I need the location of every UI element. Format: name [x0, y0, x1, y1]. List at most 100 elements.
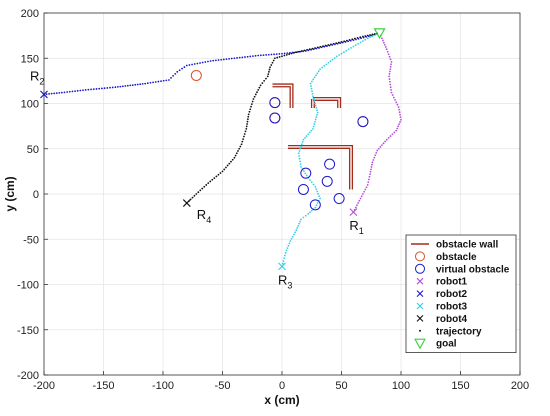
trajectory-point: [236, 57, 238, 59]
trajectory-point: [327, 44, 330, 46]
trajectory-point: [317, 192, 320, 195]
trajectory-point: [273, 53, 275, 56]
y-tick-label: 150: [21, 53, 39, 65]
trajectory-point: [351, 38, 354, 41]
trajectory-point: [254, 54, 257, 57]
trajectory-point: [181, 67, 183, 70]
trajectory-point: [356, 204, 358, 207]
trajectory-point: [289, 240, 292, 242]
trajectory-point: [283, 254, 286, 257]
trajectory-point: [304, 214, 307, 217]
trajectory-point: [337, 41, 340, 44]
trajectory-point: [312, 78, 315, 81]
trajectory-point: [313, 76, 316, 79]
x-tick-label: -200: [33, 380, 55, 392]
trajectory-point: [313, 123, 316, 126]
trajectory-point: [240, 143, 243, 146]
trajectory-point: [359, 197, 362, 200]
trajectory-point: [396, 127, 399, 130]
trajectory-point: [329, 60, 332, 63]
trajectory-point: [209, 180, 212, 183]
x-tick-label: -50: [215, 380, 231, 392]
trajectory-point: [335, 55, 338, 58]
trajectory-point: [314, 118, 317, 121]
trajectory-point: [259, 84, 262, 87]
trajectory-point: [265, 77, 267, 80]
trajectory-point: [304, 172, 307, 175]
legend-swatch: [414, 338, 426, 350]
trajectory-point: [275, 53, 278, 56]
trajectory-point: [385, 138, 388, 141]
trajectory-point: [399, 121, 401, 123]
trajectory-point: [315, 74, 317, 77]
trajectory-point: [243, 135, 245, 138]
trajectory-point: [381, 144, 383, 147]
trajectory-point: [87, 88, 90, 91]
y-tick-label: -50: [23, 234, 39, 246]
legend-label: trajectory: [436, 326, 482, 337]
trajectory-point: [395, 101, 398, 104]
trajectory-point: [394, 98, 396, 101]
trajectory-point: [319, 197, 321, 200]
trajectory-point: [205, 184, 208, 186]
trajectory-point: [193, 63, 196, 65]
y-tick-label: -150: [17, 325, 39, 337]
trajectory-point: [342, 51, 345, 54]
trajectory-point: [399, 113, 401, 116]
trajectory-point: [201, 61, 204, 64]
trajectory-point: [389, 86, 392, 89]
trajectory-point: [310, 87, 313, 90]
trajectory-point: [191, 63, 193, 66]
trajectory-point: [352, 45, 355, 48]
trajectory-point: [327, 61, 330, 64]
legend-swatch: [415, 251, 425, 262]
trajectory-point: [315, 106, 318, 109]
trajectory-point: [360, 195, 363, 198]
trajectory-point: [211, 178, 214, 181]
trajectory-point: [340, 41, 343, 43]
trajectory-point: [68, 90, 71, 93]
virtual-obstacle-marker: [333, 193, 345, 205]
trajectory-point: [315, 188, 318, 191]
legend-label: robot1: [436, 277, 468, 288]
trajectory-point: [294, 231, 296, 234]
trajectory-point: [307, 133, 310, 136]
trajectory-point: [225, 58, 228, 61]
trajectory-point: [314, 185, 317, 188]
trajectory-point: [256, 91, 258, 94]
trajectory-point: [312, 183, 315, 186]
trajectory-point: [269, 66, 271, 69]
trajectory-point: [203, 185, 206, 188]
trajectory-point: [74, 90, 76, 93]
y-tick-label: 0: [33, 189, 39, 201]
trajectory-point: [376, 149, 379, 152]
legend-label: obstacle: [436, 252, 477, 263]
goal-triangle: [373, 28, 386, 40]
trajectory-point: [330, 43, 332, 46]
trajectory-point: [160, 80, 162, 83]
trajectory-point: [390, 63, 392, 66]
legend-swatch: [416, 302, 424, 310]
trajectory-point: [254, 93, 257, 96]
trajectory-point: [272, 59, 275, 62]
x-tick-label: 0: [279, 380, 285, 392]
virtual-obstacle-marker: [269, 97, 281, 109]
trajectory-point: [168, 79, 170, 81]
trajectory-point: [298, 222, 301, 225]
trajectory-point: [389, 135, 392, 137]
trajectory-point: [282, 260, 285, 262]
trajectory-point: [291, 235, 294, 238]
trajectory-point: [298, 157, 301, 160]
trajectory-point: [276, 56, 279, 59]
legend-label: robot3: [436, 302, 468, 313]
virtual-obstacle-marker: [321, 175, 333, 187]
trajectory-point: [48, 93, 50, 95]
trajectory-point: [226, 164, 229, 167]
trajectory-point: [191, 196, 194, 199]
trajectory-point: [313, 100, 316, 102]
trajectory-point: [335, 42, 338, 45]
trajectory-point: [354, 206, 357, 209]
trajectory-point: [374, 154, 377, 157]
trajectory-point: [111, 86, 114, 89]
trajectory-point: [141, 82, 144, 85]
